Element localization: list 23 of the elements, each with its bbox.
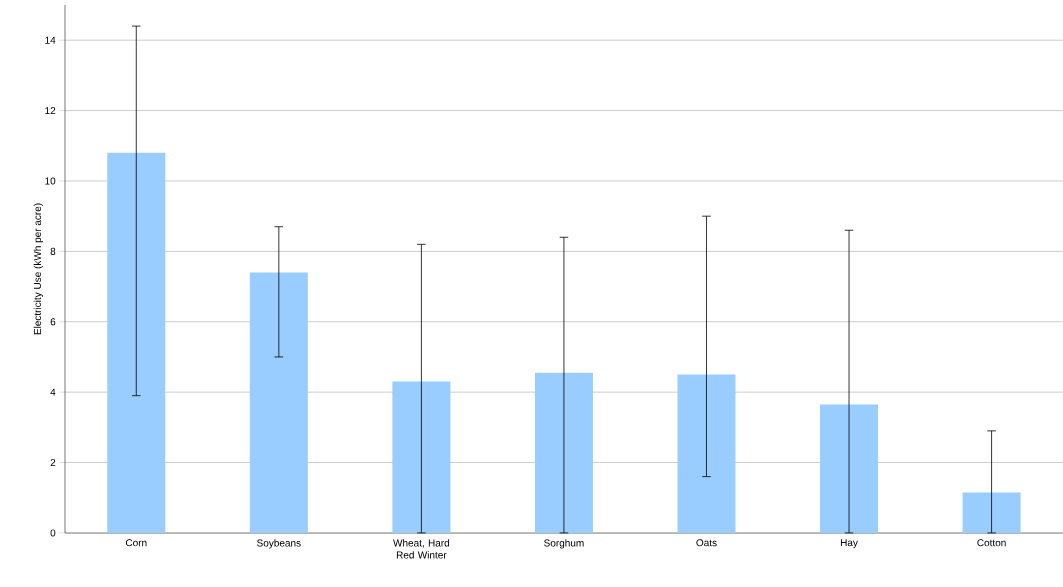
bar	[677, 374, 736, 533]
bar	[962, 492, 1021, 533]
y-tick-label: 14	[45, 36, 56, 44]
y-tick-label: 4	[50, 388, 56, 396]
bar	[820, 404, 879, 533]
y-tick-label: 2	[50, 459, 56, 467]
bar	[249, 272, 308, 533]
y-axis-title: Electricity Use (kWh per acre)	[33, 203, 43, 335]
bar	[534, 372, 593, 533]
x-tick-label: Hay	[840, 539, 858, 549]
y-tick-label: 12	[45, 107, 56, 115]
bar	[392, 381, 451, 533]
x-tick-label: Sorghum	[544, 539, 584, 549]
y-tick-label: 0	[50, 529, 56, 537]
y-tick-label: 10	[45, 177, 56, 185]
x-tick-label: Oats	[696, 539, 717, 547]
bar	[107, 152, 166, 533]
y-tick-label: 6	[50, 318, 56, 326]
x-tick-label: Cotton	[977, 539, 1006, 547]
x-tick-label: Soybeans	[257, 539, 301, 549]
x-tick-label: Corn	[125, 539, 147, 547]
x-tick-label: Wheat, Hard Red Winter	[393, 539, 450, 559]
y-tick-label: 8	[50, 247, 56, 255]
